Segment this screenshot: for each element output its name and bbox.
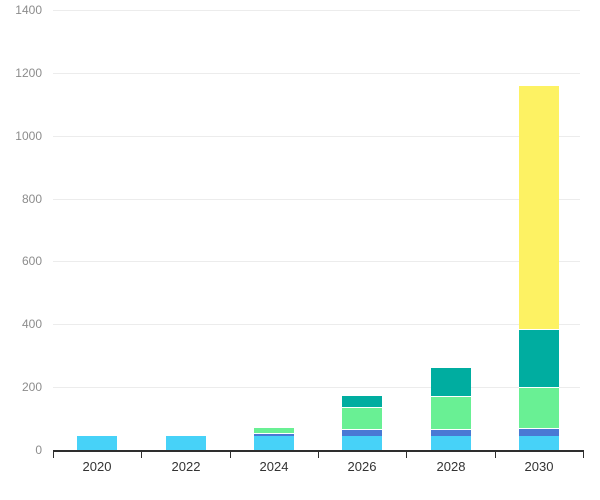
x-axis-category-label: 2024 xyxy=(259,459,289,474)
bar-teal-segment-2026[interactable] xyxy=(342,395,382,407)
x-axis-tick xyxy=(53,450,54,458)
x-axis-category-label: 2026 xyxy=(347,459,377,474)
x-axis-category-label: 2022 xyxy=(171,459,201,474)
gridline xyxy=(53,261,580,262)
x-axis-tick xyxy=(406,450,407,458)
bar-blue-segment-2024[interactable] xyxy=(254,432,294,436)
y-axis-tick-label: 800 xyxy=(21,192,42,206)
bar-light-blue-segment-2026[interactable] xyxy=(342,435,382,450)
x-axis-tick xyxy=(230,450,231,458)
gridline xyxy=(53,73,580,74)
gridline xyxy=(53,136,580,137)
x-axis-category-label: 2028 xyxy=(436,459,466,474)
x-axis-tick xyxy=(318,450,319,458)
bar-light-blue-segment-2030[interactable] xyxy=(519,435,559,450)
bar-blue-segment-2026[interactable] xyxy=(342,428,382,436)
bar-blue-segment-2030[interactable] xyxy=(519,428,559,436)
gridline xyxy=(53,199,580,200)
bar-light-blue-segment-2020[interactable] xyxy=(77,435,117,450)
y-axis-tick-label: 600 xyxy=(21,254,42,268)
y-axis-tick-label: 400 xyxy=(21,317,42,331)
bar-green-segment-2024[interactable] xyxy=(254,427,294,433)
gridline xyxy=(53,387,580,388)
bar-green-segment-2026[interactable] xyxy=(342,406,382,429)
y-axis-tick-label: 0 xyxy=(35,443,42,457)
y-axis-tick-label: 1000 xyxy=(15,129,42,143)
y-axis-tick-label: 1200 xyxy=(15,66,42,80)
bar-green-segment-2028[interactable] xyxy=(431,395,471,429)
bar-teal-segment-2030[interactable] xyxy=(519,329,559,388)
y-axis-tick-label: 200 xyxy=(21,380,42,394)
x-axis-category-label: 2030 xyxy=(524,459,554,474)
bar-light-blue-segment-2022[interactable] xyxy=(166,435,206,450)
x-axis-tick xyxy=(583,450,584,458)
bar-blue-segment-2028[interactable] xyxy=(431,428,471,436)
bar-light-blue-segment-2024[interactable] xyxy=(254,435,294,450)
x-axis-category-label: 2020 xyxy=(82,459,112,474)
gridline xyxy=(53,10,580,11)
y-axis-tick-label: 1400 xyxy=(15,3,42,17)
x-axis-tick xyxy=(495,450,496,458)
bar-teal-segment-2028[interactable] xyxy=(431,367,471,396)
gridline xyxy=(53,324,580,325)
bar-green-segment-2030[interactable] xyxy=(519,387,559,428)
x-axis-tick xyxy=(141,450,142,458)
bar-yellow-segment-2030[interactable] xyxy=(519,85,559,329)
bar-light-blue-segment-2028[interactable] xyxy=(431,435,471,450)
